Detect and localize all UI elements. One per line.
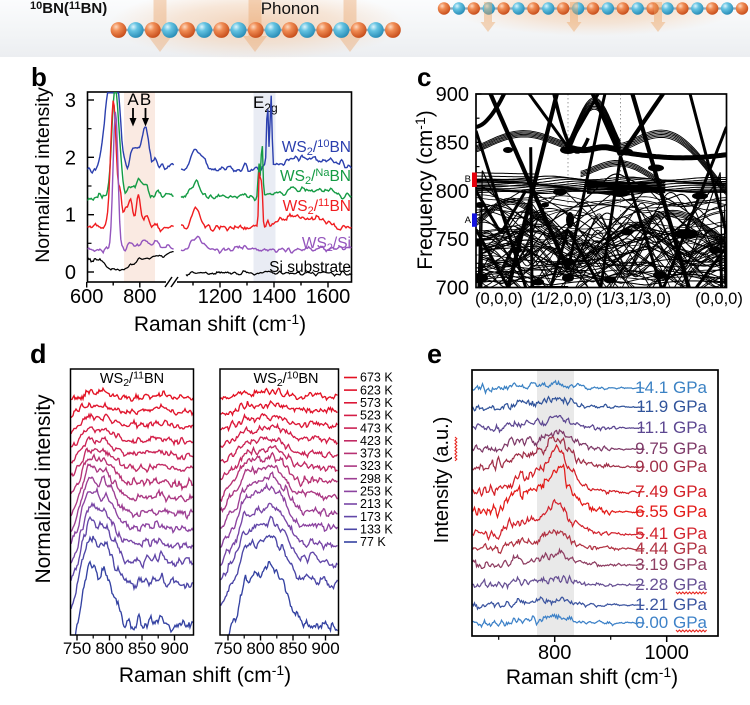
- svg-text:600: 600: [70, 286, 103, 308]
- svg-text:WS2/11BN: WS2/11BN: [283, 197, 351, 217]
- svg-text:1400: 1400: [252, 286, 297, 308]
- svg-text:323 K: 323 K: [360, 459, 393, 473]
- svg-text:173 K: 173 K: [360, 510, 393, 524]
- svg-text:750: 750: [63, 639, 91, 658]
- svg-text:800: 800: [436, 181, 469, 203]
- svg-text:Normalized intensity: Normalized intensity: [32, 394, 55, 584]
- svg-text:800: 800: [538, 642, 571, 664]
- svg-text:WS2/Si: WS2/Si: [302, 235, 351, 254]
- svg-text:WS2/10BN: WS2/10BN: [253, 370, 318, 390]
- svg-text:11.1 GPa: 11.1 GPa: [636, 418, 707, 437]
- svg-text:1600: 1600: [306, 286, 351, 308]
- svg-text:1: 1: [65, 205, 76, 227]
- svg-text:B: B: [140, 90, 151, 109]
- svg-text:673 K: 673 K: [360, 371, 393, 385]
- svg-text:373 K: 373 K: [360, 447, 393, 461]
- svg-text:900: 900: [311, 639, 339, 658]
- svg-text:9.00 GPa: 9.00 GPa: [635, 457, 707, 476]
- svg-text:11.9 GPa: 11.9 GPa: [636, 397, 707, 416]
- svg-text:0.00 GPa: 0.00 GPa: [635, 613, 707, 632]
- svg-text:B: B: [465, 174, 471, 185]
- svg-text:A: A: [465, 215, 472, 226]
- svg-text:(0,0,0): (0,0,0): [695, 290, 743, 308]
- svg-text:3: 3: [65, 90, 76, 112]
- svg-text:6.55 GPa: 6.55 GPa: [635, 502, 707, 521]
- svg-text:(1/3,1/3,0): (1/3,1/3,0): [596, 290, 671, 308]
- svg-text:Phonon: Phonon: [261, 0, 320, 18]
- svg-text:800: 800: [246, 639, 274, 658]
- svg-text:Raman shift (cm-1): Raman shift (cm-1): [134, 311, 306, 336]
- svg-text:(0,0,0): (0,0,0): [475, 290, 523, 308]
- svg-text:750: 750: [436, 229, 469, 251]
- svg-text:Normalized intensity: Normalized intensity: [32, 87, 54, 263]
- svg-text:900: 900: [436, 84, 469, 106]
- svg-text:Si substrate: Si substrate: [269, 259, 351, 276]
- svg-text:Frequency (cm-1): Frequency (cm-1): [412, 110, 437, 270]
- svg-text:77 K: 77 K: [360, 535, 386, 549]
- svg-text:A: A: [127, 90, 139, 109]
- svg-text:623 K: 623 K: [360, 383, 393, 397]
- svg-text:850: 850: [279, 639, 307, 658]
- svg-text:423 K: 423 K: [360, 434, 393, 448]
- svg-text:WS2/NaBN: WS2/NaBN: [280, 167, 351, 187]
- svg-text:1000: 1000: [644, 642, 689, 664]
- svg-text:3.19 GPa: 3.19 GPa: [635, 555, 707, 574]
- svg-text:573 K: 573 K: [360, 396, 393, 410]
- svg-text:Raman shift (cm-1): Raman shift (cm-1): [506, 664, 678, 689]
- svg-text:523 K: 523 K: [360, 409, 393, 423]
- svg-text:Intensity (a.u.): Intensity (a.u.): [431, 417, 453, 544]
- svg-text:Raman shift (cm-1): Raman shift (cm-1): [119, 662, 291, 687]
- svg-text:(1/2,0,0): (1/2,0,0): [531, 290, 592, 308]
- svg-text:800: 800: [95, 639, 123, 658]
- svg-text:253 K: 253 K: [360, 485, 393, 499]
- svg-text:800: 800: [123, 286, 156, 308]
- svg-text:WS2/11BN: WS2/11BN: [100, 370, 164, 390]
- svg-text:213 K: 213 K: [360, 497, 393, 511]
- svg-text:1200: 1200: [198, 286, 243, 308]
- svg-text:5.41 GPa: 5.41 GPa: [635, 524, 707, 543]
- svg-text:1.21 GPa: 1.21 GPa: [635, 595, 707, 614]
- svg-text:473 K: 473 K: [360, 421, 393, 435]
- svg-text:c: c: [417, 62, 431, 92]
- svg-text:900: 900: [160, 639, 188, 658]
- svg-text:4.44 GPa: 4.44 GPa: [635, 539, 707, 558]
- svg-text:b: b: [31, 62, 47, 92]
- svg-text:750: 750: [214, 639, 242, 658]
- svg-text:133 K: 133 K: [360, 523, 393, 537]
- svg-text:10BN(11BN): 10BN(11BN): [30, 0, 107, 17]
- svg-text:2: 2: [65, 147, 76, 169]
- svg-text:9.75 GPa: 9.75 GPa: [635, 439, 707, 458]
- svg-text:0: 0: [65, 262, 76, 284]
- svg-text:WS2/10BN: WS2/10BN: [282, 138, 351, 158]
- svg-text:14.1 GPa: 14.1 GPa: [635, 378, 707, 397]
- svg-text:7.49 GPa: 7.49 GPa: [635, 482, 707, 501]
- svg-text:d: d: [30, 339, 47, 369]
- svg-text:850: 850: [128, 639, 156, 658]
- svg-text:850: 850: [436, 132, 469, 154]
- svg-text:2.28 GPa: 2.28 GPa: [635, 575, 707, 594]
- svg-text:700: 700: [436, 278, 469, 300]
- svg-text:298 K: 298 K: [360, 472, 393, 486]
- svg-text:e: e: [427, 339, 442, 369]
